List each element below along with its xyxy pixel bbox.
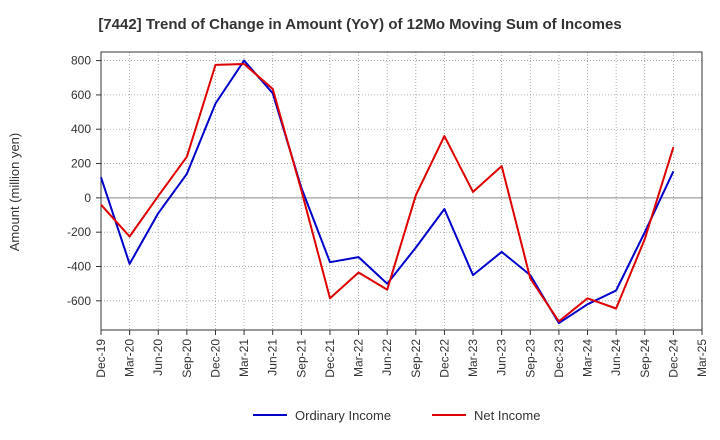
y-tick-label: 0	[84, 191, 91, 205]
y-tick-labels: 800 600 400 200 0 -200 -400 -600	[67, 54, 91, 308]
series-group	[100, 59, 675, 325]
x-tick-label: Jun-23	[495, 339, 509, 376]
y-tick-label: -400	[67, 260, 91, 274]
x-tick-label: Jun-21	[266, 339, 280, 376]
y-axis-label: Amount (million yen)	[7, 133, 22, 252]
y-tick-label: -200	[67, 225, 91, 239]
series-line-ordinary-income	[100, 59, 675, 325]
y-tick-label: 600	[71, 88, 91, 102]
y-tick-label: 800	[71, 54, 91, 68]
x-tick-label: Dec-21	[323, 339, 337, 378]
x-tick-label: Sep-21	[294, 339, 308, 378]
x-tick-label: Jun-24	[609, 339, 623, 376]
chart-title: [7442] Trend of Change in Amount (YoY) o…	[98, 16, 622, 33]
y-tick-label: 400	[71, 122, 91, 136]
x-tick-label: Jun-22	[380, 339, 394, 376]
y-tick-label: -600	[67, 294, 91, 308]
x-tick-label: Dec-19	[94, 339, 108, 378]
legend-label: Ordinary Income	[295, 408, 391, 423]
x-tick-label: Sep-24	[638, 339, 652, 378]
x-tick-label: Jun-20	[151, 339, 165, 376]
x-tick-label: Mar-24	[581, 339, 595, 377]
x-tick-label: Dec-22	[437, 339, 451, 378]
x-tick-label: Mar-25	[695, 339, 709, 377]
plot-frame	[100, 51, 703, 331]
x-tick-labels: Dec-19 Mar-20 Jun-20 Sep-20 Dec-20 Mar-21 Jun-…	[94, 339, 709, 378]
x-tick-label: Sep-22	[409, 339, 423, 378]
series-line-net-income	[100, 63, 675, 323]
grid	[100, 52, 703, 330]
x-tick-label: Mar-22	[352, 339, 366, 377]
legend: Ordinary Income Net Income	[253, 408, 540, 423]
x-tick-label: Sep-20	[180, 339, 194, 378]
x-tick-label: Dec-23	[552, 339, 566, 378]
axes	[96, 51, 703, 335]
x-tick-label: Sep-23	[523, 339, 537, 378]
x-tick-label: Mar-21	[237, 339, 251, 377]
x-tick-label: Mar-20	[123, 339, 137, 377]
x-tick-label: Dec-20	[208, 339, 222, 378]
x-tick-label: Dec-24	[666, 339, 680, 378]
legend-label: Net Income	[474, 408, 540, 423]
x-tick-label: Mar-23	[466, 339, 480, 377]
y-tick-label: 200	[71, 157, 91, 171]
